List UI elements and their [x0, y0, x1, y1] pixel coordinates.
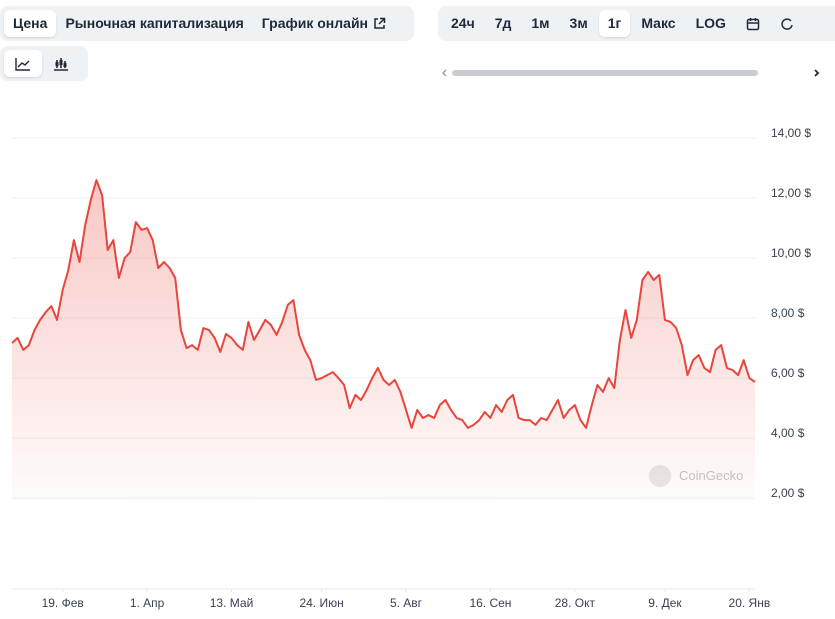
- y-tick-label: 14,00 $: [771, 126, 811, 140]
- watermark-logo: [649, 465, 671, 487]
- watermark: CoinGecko: [679, 468, 743, 483]
- range[interactable]: 1г: [598, 10, 631, 37]
- y-tick-label: 10,00 $: [771, 246, 811, 260]
- area-fill: [12, 180, 755, 500]
- candle-icon: [54, 57, 68, 71]
- tab-label: График онлайн: [261, 15, 369, 31]
- range[interactable]: Макс: [641, 15, 676, 31]
- x-tick-label: 28. Окт: [555, 596, 596, 610]
- x-tick-label: 5. Авг: [390, 596, 423, 610]
- x-tick-label: 1. Апр: [130, 596, 165, 610]
- x-tick-label: 16. Сен: [469, 596, 511, 610]
- y-tick-label: 4,00 $: [771, 426, 805, 440]
- x-tick-label: 24. Июн: [299, 596, 343, 610]
- x-tick-label: 19. Фев: [42, 596, 84, 610]
- y-tick-label: 8,00 $: [771, 306, 805, 320]
- x-tick-label: 9. Дек: [648, 596, 682, 610]
- range[interactable]: LOG: [695, 15, 726, 31]
- tab[interactable]: Рыночная капитализация: [65, 15, 244, 31]
- range[interactable]: 24ч: [451, 15, 475, 31]
- external-icon: [374, 17, 386, 29]
- x-tick-label: 13. Май: [210, 596, 254, 610]
- y-tick-label: 12,00 $: [771, 186, 811, 200]
- calendar-icon: [746, 17, 760, 30]
- reset-icon: [781, 17, 793, 30]
- range[interactable]: 3м: [569, 15, 588, 31]
- scroll-left: [441, 69, 447, 77]
- range[interactable]: 1м: [531, 15, 550, 31]
- view-group: [0, 46, 88, 81]
- price-line: [11, 179, 756, 429]
- reset-button[interactable]: [771, 10, 803, 37]
- range-group: 24ч 7д 1м 3м 1г Макс LOG: [438, 6, 835, 41]
- y-tick-label: 2,00 $: [771, 486, 805, 500]
- calendar-button[interactable]: [737, 10, 769, 37]
- x-tick-label: 20. Янв: [729, 596, 771, 610]
- line-icon: [15, 57, 30, 71]
- scrollbar: [452, 70, 758, 76]
- candle-view[interactable]: [42, 50, 80, 77]
- tab[interactable]: Цена: [4, 10, 57, 37]
- tab-group: Цена Рыночная капитализация График онлай…: [0, 6, 414, 41]
- scroll-right: [814, 69, 820, 77]
- tab[interactable]: График онлайн: [253, 10, 395, 37]
- line-view[interactable]: [4, 50, 42, 77]
- y-tick-label: 6,00 $: [771, 366, 805, 380]
- range[interactable]: 7д: [494, 15, 512, 31]
